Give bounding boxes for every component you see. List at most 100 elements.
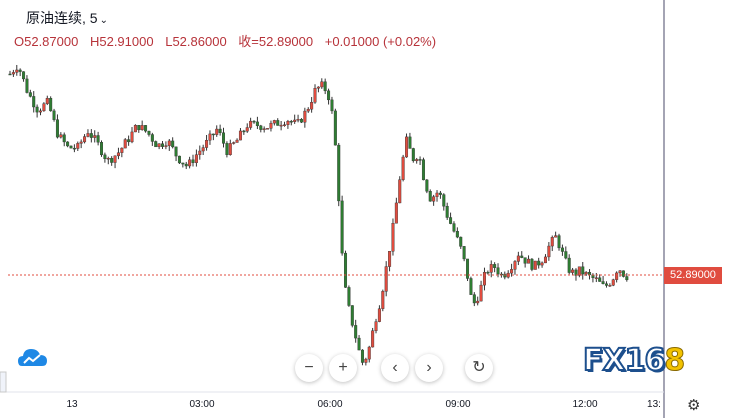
candle-body xyxy=(127,139,131,143)
candle-body xyxy=(245,127,249,132)
candle-body xyxy=(164,145,168,147)
candle-body xyxy=(52,110,56,120)
candle-body xyxy=(523,257,527,264)
candle-body xyxy=(357,337,361,351)
scroll-left-button[interactable]: ‹ xyxy=(381,354,409,382)
candle-body xyxy=(438,192,442,195)
candle-body xyxy=(611,279,615,286)
candle-body xyxy=(377,308,381,322)
candle-body xyxy=(289,121,293,123)
candle-body xyxy=(130,131,134,143)
candle-body xyxy=(45,98,49,104)
candle-body xyxy=(255,121,259,127)
reset-chart-button[interactable]: ↻ xyxy=(465,354,493,382)
zoom-in-button[interactable]: + xyxy=(329,354,357,382)
candle-body xyxy=(472,294,476,304)
candle-body xyxy=(103,154,107,160)
candle-body xyxy=(283,124,287,126)
candle-body xyxy=(469,278,473,295)
scroll-right-button[interactable]: › xyxy=(415,354,443,382)
candles xyxy=(8,64,629,366)
candle-body xyxy=(476,300,480,304)
candle-body xyxy=(516,255,520,262)
interval-label[interactable]: 5 xyxy=(89,10,98,26)
candle-body xyxy=(293,119,297,122)
candle-body xyxy=(560,247,564,252)
gear-icon[interactable]: ⚙ xyxy=(687,397,701,414)
change-value: +0.01000 (+0.02%) xyxy=(324,34,437,49)
candle-body xyxy=(161,143,165,147)
candle-body xyxy=(621,270,625,277)
candle-body xyxy=(398,179,402,204)
candle-body xyxy=(133,125,137,133)
candle-body xyxy=(8,73,12,76)
candle-body xyxy=(144,125,148,132)
candle-body xyxy=(93,135,97,138)
candle-body xyxy=(459,236,463,247)
candle-body xyxy=(449,217,453,224)
candle-body xyxy=(83,136,87,143)
candle-body xyxy=(242,130,246,133)
candle-body xyxy=(371,330,375,348)
candle-body xyxy=(25,78,29,93)
candle-body xyxy=(564,251,568,259)
candle-body xyxy=(496,267,500,275)
chart-title[interactable]: 原油连续, 5 ⌄ xyxy=(26,10,108,26)
candle-body xyxy=(408,136,412,149)
candle-body xyxy=(49,98,53,112)
candle-body xyxy=(384,266,388,292)
candle-body xyxy=(249,120,253,128)
x-tick-label: 13: xyxy=(647,399,661,410)
candle-body xyxy=(479,284,483,302)
candle-body xyxy=(100,142,104,156)
candle-body xyxy=(137,125,141,131)
candle-body xyxy=(22,71,26,80)
candle-body xyxy=(120,147,124,153)
candle-body xyxy=(299,119,303,123)
candle-body xyxy=(344,252,348,288)
candle-body xyxy=(225,143,229,155)
candle-body xyxy=(520,255,524,258)
x-tick-label: 09:00 xyxy=(445,399,471,410)
candle-body xyxy=(567,257,571,273)
candle-body xyxy=(445,205,449,218)
candle-body xyxy=(594,277,598,279)
zoom-out-button[interactable]: − xyxy=(295,354,323,382)
candle-body xyxy=(350,305,354,326)
candle-body xyxy=(330,99,334,112)
candle-body xyxy=(110,157,114,163)
candle-body xyxy=(364,358,368,363)
candle-body xyxy=(455,231,459,238)
candle-body xyxy=(340,200,344,254)
candle-body xyxy=(537,260,541,266)
candle-body xyxy=(211,133,215,136)
candle-body xyxy=(272,120,276,124)
candle-body xyxy=(79,141,83,144)
candle-body xyxy=(432,196,436,202)
close-value: 收=52.89000 xyxy=(238,34,314,49)
candle-body xyxy=(381,291,385,309)
x-tick-label: 06:00 xyxy=(317,399,343,410)
candle-body xyxy=(228,143,232,155)
cloud-logo-icon[interactable] xyxy=(16,344,50,374)
symbol-name[interactable]: 原油连续 xyxy=(26,10,82,26)
candle-body xyxy=(428,191,432,202)
chevron-down-icon[interactable]: ⌄ xyxy=(99,15,108,26)
candle-body xyxy=(530,258,534,270)
candle-body xyxy=(42,103,46,112)
candle-body xyxy=(337,144,341,202)
candle-body xyxy=(259,125,263,130)
candle-body xyxy=(232,142,236,144)
candle-body xyxy=(205,139,209,148)
candle-body xyxy=(32,96,36,108)
ohlc-legend: O52.87000 H52.91000 L52.86000 收=52.89000… xyxy=(14,31,444,50)
candle-body xyxy=(615,272,619,280)
x-tick-label: 03:00 xyxy=(189,399,215,410)
candle-body xyxy=(201,147,205,152)
candle-body xyxy=(604,283,608,286)
candle-body xyxy=(184,163,188,167)
high-value: H52.91000 xyxy=(89,34,154,49)
open-value: O52.87000 xyxy=(14,34,79,49)
candle-body xyxy=(405,136,409,158)
